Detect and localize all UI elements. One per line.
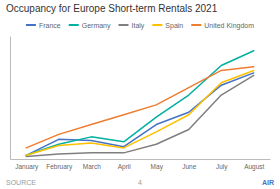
x-tick: May — [151, 159, 164, 171]
legend-item: Spain — [152, 22, 183, 30]
x-axis-line — [11, 159, 271, 160]
series-line — [26, 51, 254, 156]
series-line — [26, 75, 254, 156]
legend-swatch — [191, 24, 201, 26]
chart: Occupancy for Europe Short-term Rentals … — [0, 0, 280, 189]
x-tick-label: April — [118, 163, 132, 171]
x-tick: August — [244, 159, 264, 171]
annotation: AIR — [262, 179, 274, 186]
legend-swatch — [26, 24, 36, 26]
annotation: SOURCE — [6, 179, 36, 186]
legend-item: France — [26, 22, 61, 29]
series-line — [26, 70, 254, 155]
lines — [26, 51, 254, 157]
x-axis: January February March April May June July Augu… — [11, 159, 271, 171]
x-tick-label: July — [216, 163, 228, 171]
x-tick-label: January — [15, 163, 39, 171]
legend: France Germany Italy Spain United Kingdom — [26, 22, 254, 30]
x-tick: January — [15, 159, 39, 171]
x-tick-label: February — [46, 163, 73, 171]
x-tick: April — [118, 159, 132, 171]
x-tick-label: June — [182, 163, 196, 170]
series-line — [26, 67, 254, 148]
x-tick-label: August — [244, 163, 264, 171]
legend-swatch — [119, 24, 129, 26]
legend-label: Spain — [165, 22, 183, 30]
legend-label: Italy — [132, 22, 145, 30]
y-axis-line — [10, 37, 11, 160]
y-axis — [10, 37, 11, 160]
x-tick-label: March — [83, 163, 101, 170]
plot-area: January February March April May June July Augu… — [11, 37, 271, 171]
legend-swatch — [69, 24, 79, 26]
x-tick: February — [46, 159, 73, 171]
title: Occupancy for Europe Short-term Rentals … — [6, 3, 218, 14]
x-tick: March — [83, 159, 101, 170]
legend-label: France — [39, 22, 61, 29]
x-tick: July — [216, 159, 228, 171]
legend-label: Germany — [82, 22, 111, 30]
legend-label: United Kingdom — [204, 22, 254, 30]
legend-item: United Kingdom — [191, 22, 254, 30]
legend-item: Germany — [69, 22, 111, 30]
x-tick-label: May — [151, 163, 164, 171]
x-tick: June — [182, 159, 196, 170]
legend-swatch — [152, 24, 162, 26]
annotation: 4 — [138, 179, 142, 186]
legend-item: Italy — [119, 22, 145, 30]
